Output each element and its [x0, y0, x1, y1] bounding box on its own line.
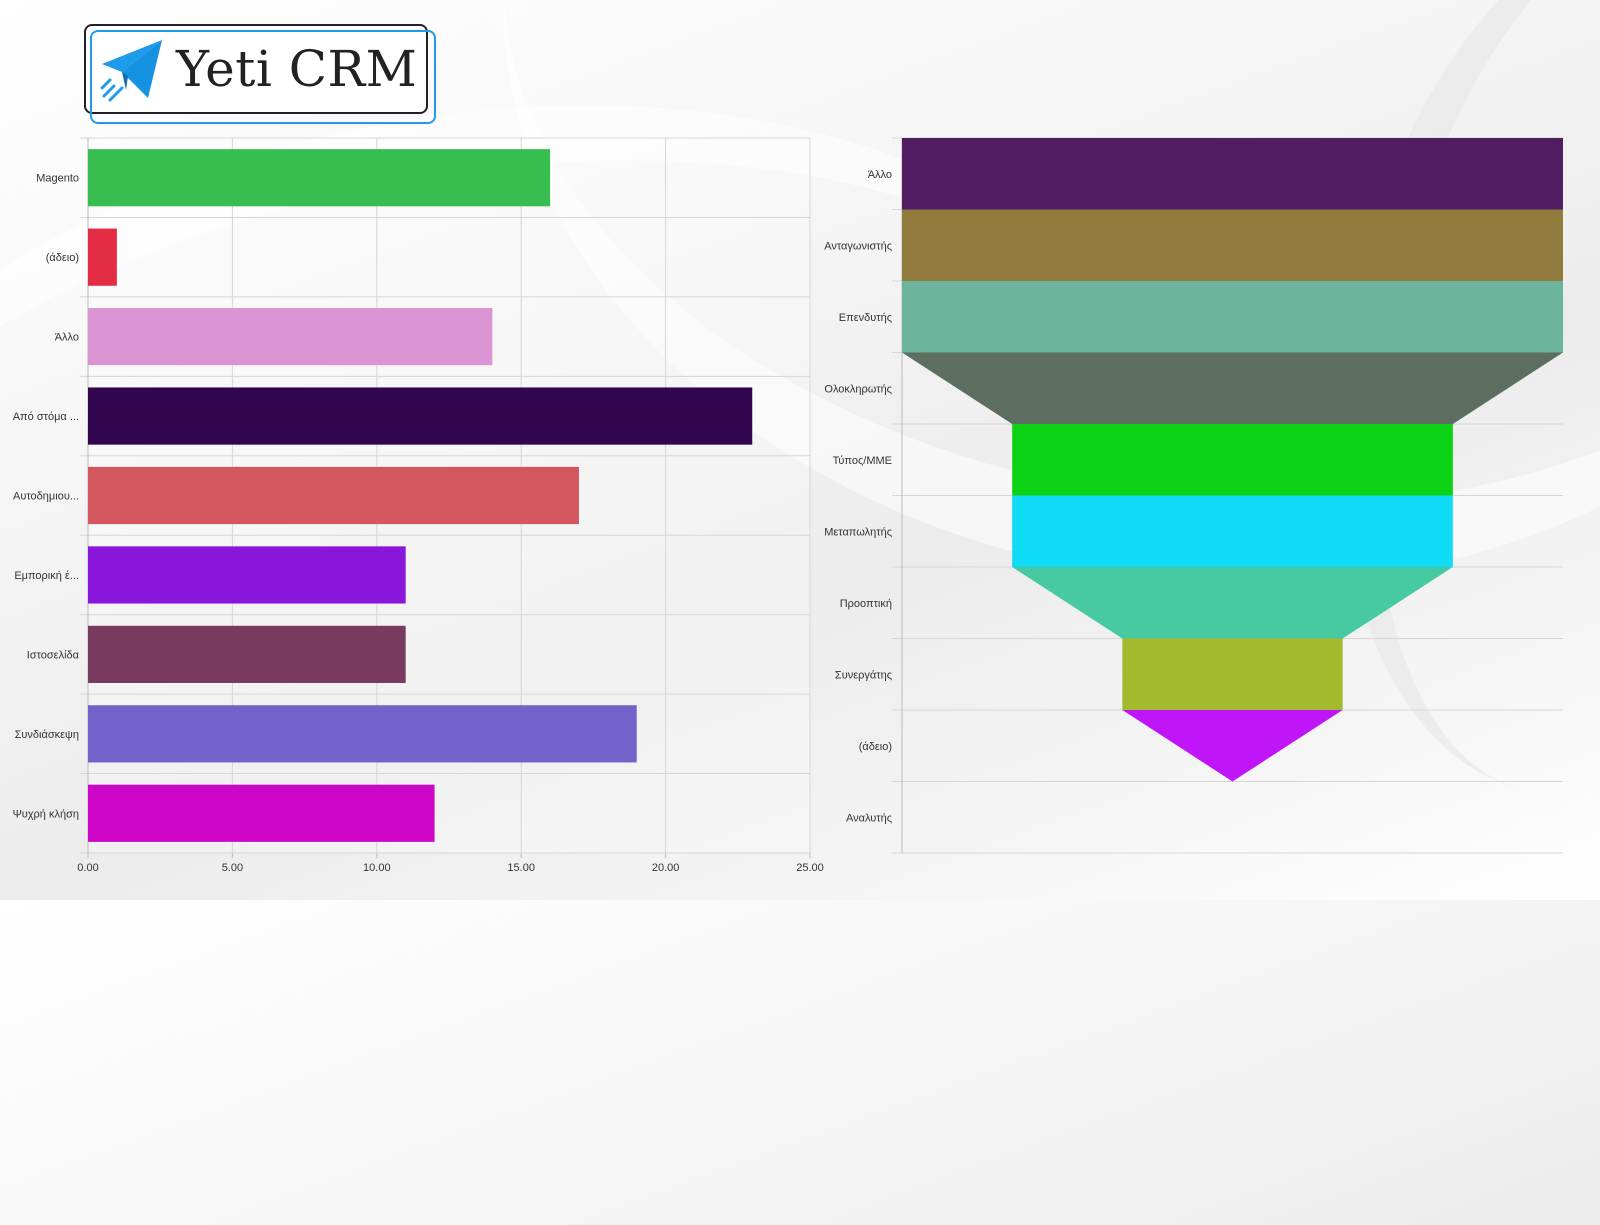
bar-chart: 0.00 5.00 10.00 15.00 20.00 25.00 Magento (άδει…	[13, 137, 824, 874]
funnel-label: Αναλυτής	[846, 812, 892, 824]
funnel-label: Ολοκληρωτής	[824, 383, 892, 395]
y-tick-label: Εμπορική έ...	[14, 570, 79, 582]
x-tick-label: 5.00	[222, 862, 243, 874]
bar	[88, 228, 117, 286]
funnel-segment	[902, 352, 1563, 424]
y-tick-label: Από στόμα ...	[13, 411, 79, 423]
paper-plane-icon	[100, 40, 162, 102]
brand-name: Yeti CRM	[176, 40, 418, 98]
funnel-label: Τύπος/ΜΜΕ	[833, 455, 892, 467]
funnel-segment	[902, 138, 1563, 210]
x-tick-label: 25.00	[796, 862, 824, 874]
x-tick-label: 20.00	[652, 862, 680, 874]
funnel-label: Άλλο	[868, 169, 892, 181]
bar	[88, 625, 406, 683]
funnel-label: Προοπτική	[840, 598, 892, 610]
funnel-label: Συνεργάτης	[835, 669, 892, 681]
x-tick-label: 10.00	[363, 862, 391, 874]
funnel-segment	[1122, 638, 1343, 710]
funnel-label: Μεταπωλητής	[824, 526, 892, 538]
funnel-segment	[1122, 710, 1343, 782]
funnel-label: Ανταγωνιστής	[824, 240, 892, 252]
y-tick-label: Ιστοσελίδα	[27, 649, 80, 661]
bar	[88, 705, 637, 763]
bar	[88, 149, 551, 207]
funnel-label: (άδειο)	[859, 741, 892, 753]
x-tick-label: 0.00	[77, 862, 98, 874]
y-tick-label: Magento	[36, 173, 79, 185]
funnel-chart: Άλλο Ανταγωνιστής Επενδυτής Ολοκληρωτής Τύπο…	[824, 137, 1563, 854]
bar	[88, 387, 753, 445]
funnel-segment	[1012, 567, 1453, 639]
funnel-label: Επενδυτής	[839, 312, 892, 324]
y-tick-label: Ψυχρή κλήση	[13, 808, 79, 820]
funnel-segment	[1012, 424, 1453, 496]
funnel-segment	[902, 281, 1563, 353]
bar	[88, 784, 435, 842]
funnel-segment	[1012, 495, 1453, 567]
x-tick-label: 15.00	[507, 862, 535, 874]
y-tick-label: Συνδιάσκεψη	[15, 729, 79, 741]
y-tick-label: Άλλο	[55, 332, 79, 344]
brand-logo-outline	[90, 30, 436, 124]
bar	[88, 546, 406, 604]
y-tick-label: Αυτοδημιου...	[13, 491, 79, 503]
bar	[88, 308, 493, 366]
bar	[88, 466, 579, 525]
y-tick-label: (άδειο)	[46, 252, 79, 264]
funnel-segment	[902, 209, 1563, 281]
